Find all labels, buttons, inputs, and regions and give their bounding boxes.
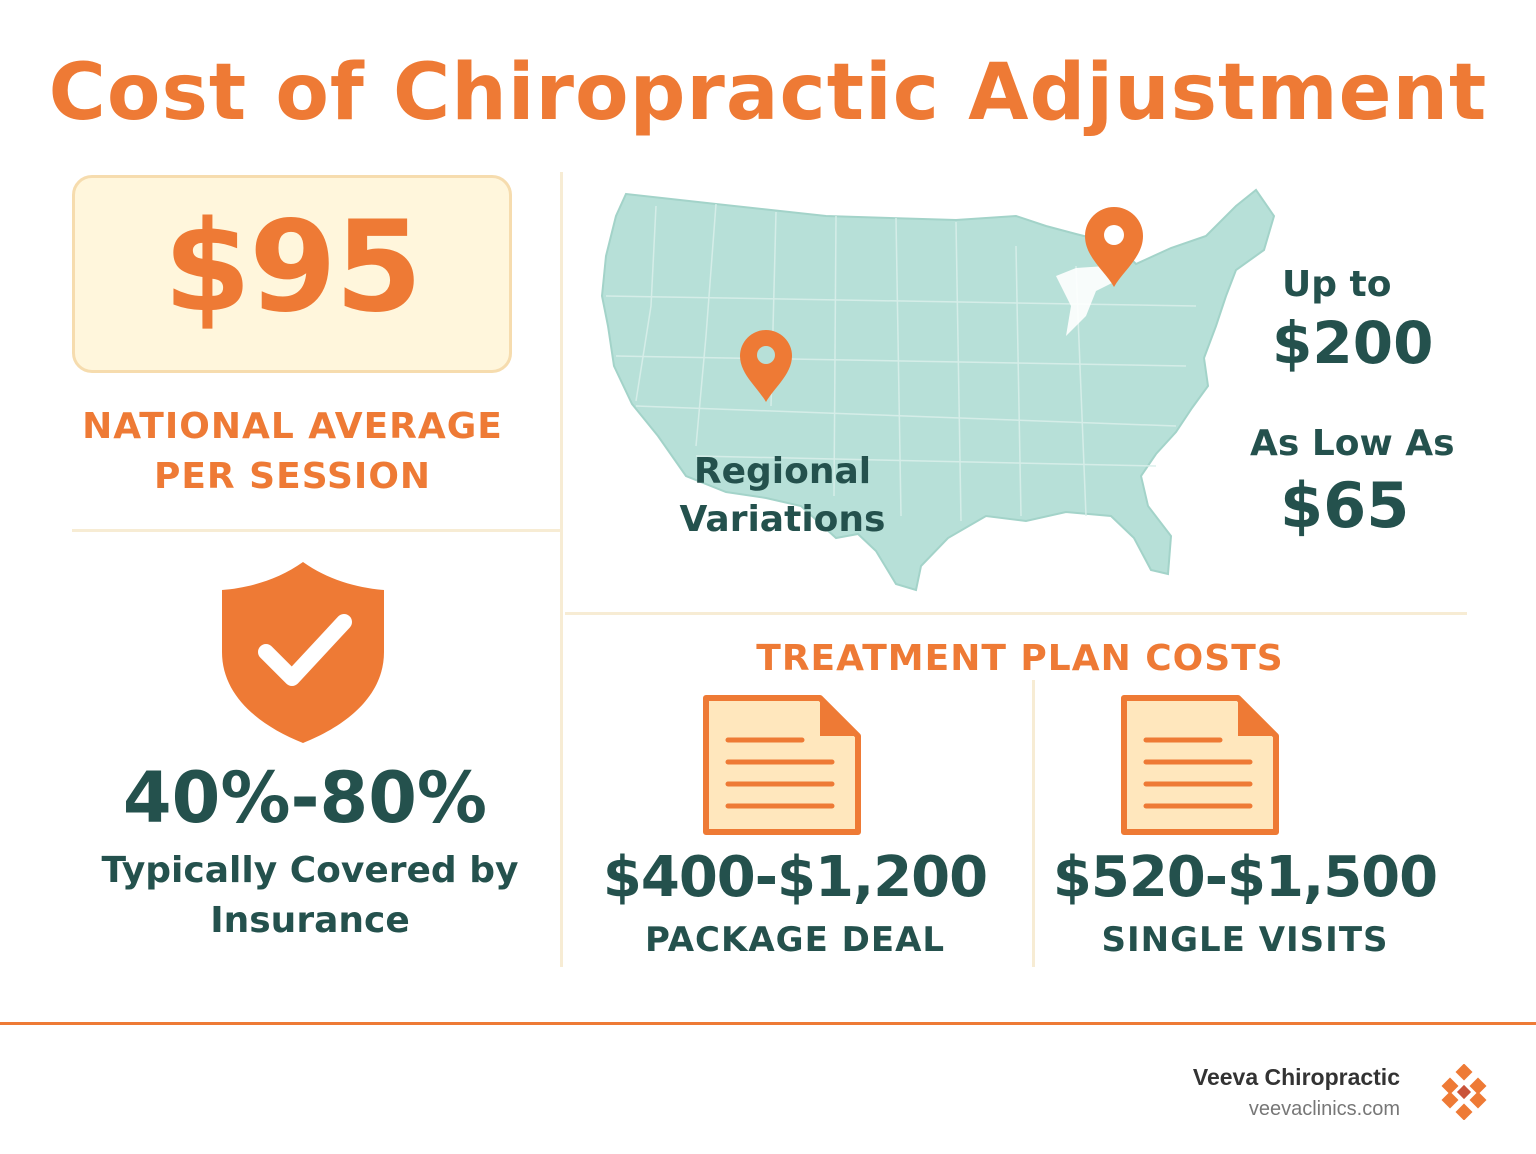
high-price-label: Up to: [1282, 264, 1392, 305]
high-price: $200: [1272, 309, 1434, 377]
brand-url: veevaclinics.com: [1248, 1098, 1400, 1120]
divider-left: [72, 529, 560, 532]
insurance-coverage-percent: 40%-80%: [122, 757, 488, 839]
caption-line: Typically Covered by: [101, 850, 519, 891]
map-pin-icon: [740, 330, 792, 402]
label-line: Variations: [679, 499, 886, 540]
regional-variations-label: Regional Variations: [660, 448, 905, 544]
national-average-card: [72, 175, 512, 373]
caption-line: Insurance: [210, 900, 410, 941]
single-visits-price: $520-$1,500: [1052, 845, 1438, 910]
national-average-caption: NATIONAL AVERAGE PER SESSION: [40, 402, 545, 502]
divider-plans: [1032, 680, 1035, 967]
treatment-plan-heading: TREATMENT PLAN COSTS: [756, 638, 1284, 679]
caption-line: PER SESSION: [153, 456, 432, 497]
caption-line: NATIONAL AVERAGE: [82, 406, 503, 447]
national-average-price: $95: [163, 193, 422, 340]
divider-right: [565, 612, 1467, 615]
single-visits-label: SINGLE VISITS: [1101, 920, 1389, 960]
package-deal-label: PACKAGE DEAL: [644, 920, 946, 960]
insurance-caption: Typically Covered by Insurance: [80, 846, 540, 946]
divider-vertical-main: [560, 172, 563, 967]
low-price-label: As Low As: [1250, 423, 1455, 464]
label-line: Regional: [693, 451, 872, 492]
page-title: Cost of Chiropractic Adjustment: [48, 48, 1488, 138]
document-icon: [703, 695, 861, 835]
low-price: $65: [1280, 469, 1410, 542]
map-pin-icon: [1085, 207, 1143, 287]
package-deal-price: $400-$1,200: [602, 845, 988, 910]
diamond-logo-icon: [1441, 1064, 1487, 1120]
document-icon: [1121, 695, 1279, 835]
brand-name: Veeva Chiropractic: [1192, 1064, 1400, 1090]
footer-divider: [0, 1022, 1536, 1025]
shield-check-icon: [222, 562, 384, 743]
us-map: [600, 188, 1276, 592]
